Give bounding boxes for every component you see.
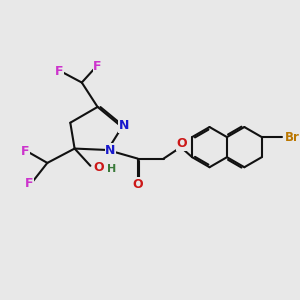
Text: O: O [132, 178, 143, 191]
Text: H: H [107, 164, 116, 174]
Text: N: N [105, 143, 116, 157]
Text: F: F [25, 176, 34, 190]
Text: F: F [21, 145, 29, 158]
Text: O: O [176, 137, 187, 150]
Text: N: N [119, 119, 130, 132]
Text: Br: Br [285, 130, 300, 144]
Text: O: O [93, 161, 104, 174]
Text: F: F [55, 64, 63, 77]
Text: F: F [93, 60, 102, 73]
